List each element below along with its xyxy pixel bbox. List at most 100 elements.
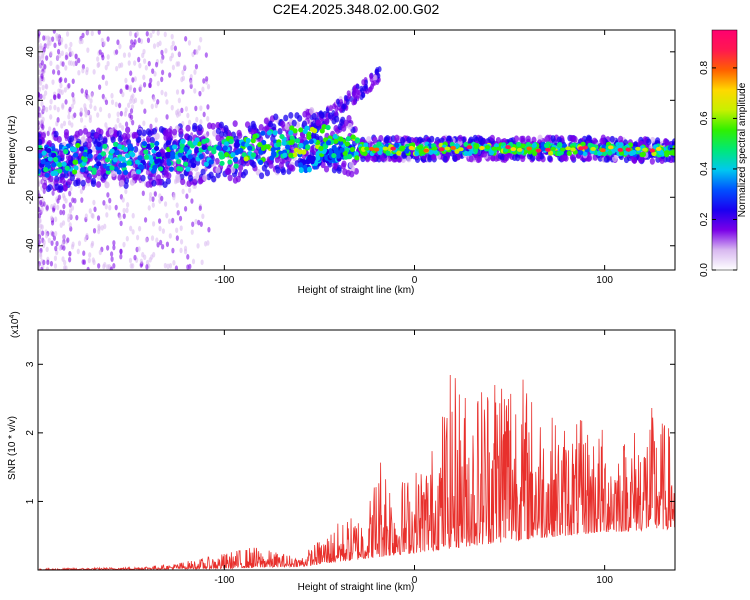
- spectrogram-noise-cell: [49, 114, 53, 120]
- spectrogram-ridge-cell: [87, 165, 93, 171]
- spectrogram-noise-cell: [184, 36, 188, 42]
- spectrogram-ridge-cell: [557, 141, 563, 148]
- spectrogram-noise-cell: [193, 69, 197, 75]
- spectrogram-noise-cell: [56, 93, 60, 99]
- spectrogram-halo-cell: [60, 177, 66, 184]
- spectrogram-halo-cell: [110, 136, 116, 144]
- spectrogram-noise-cell: [147, 205, 151, 211]
- spectrogram-halo-cell: [230, 166, 236, 174]
- spectrogram-peak-cell: [559, 147, 566, 152]
- spectrogram-noise-cell: [137, 37, 141, 44]
- spectrogram-noise-cell: [48, 104, 52, 111]
- spectrogram-halo-cell: [185, 124, 191, 132]
- snr-ytick-label: 3: [25, 361, 36, 367]
- spectrogram-ridge-cell: [80, 167, 86, 173]
- spectrogram-noise-cell: [205, 76, 209, 82]
- spectrogram-noise-cell: [199, 119, 203, 125]
- spectrogram-halo-cell: [264, 169, 271, 177]
- spectrogram-halo-cell: [125, 133, 131, 140]
- spectrogram-noise-cell: [67, 213, 71, 219]
- spectrogram-noise-cell: [96, 112, 100, 118]
- spectrogram-ridge-cell: [116, 143, 123, 150]
- spectrogram-halo-cell: [119, 179, 125, 187]
- spectrogram-noise-cell: [106, 60, 110, 67]
- spectrogram-ridge-cell: [325, 124, 331, 131]
- spectrogram-noise-cell: [179, 247, 183, 254]
- spectrogram-ridge-cell: [527, 149, 533, 155]
- spectrogram-noise-cell: [112, 240, 116, 246]
- spectrogram-noise-cell: [124, 121, 129, 128]
- spectrogram-noise-cell: [71, 241, 75, 248]
- spectrogram-ridge-cell: [179, 143, 185, 149]
- spectrogram-noise-cell: [174, 265, 179, 270]
- spectrogram-noise-cell: [92, 227, 97, 234]
- spectrogram-ridge-cell: [298, 127, 304, 133]
- spectrogram-halo-cell: [311, 112, 317, 120]
- spectrogram-noise-cell: [191, 221, 195, 228]
- spectrogram-halo-cell: [308, 108, 315, 115]
- spectrogram-peak-cell: [466, 145, 473, 150]
- spectrogram-halo-cell: [340, 162, 346, 170]
- spectrogram-halo-cell: [187, 135, 193, 142]
- spectrogram-noise-cell: [156, 241, 160, 248]
- spectrogram-halo-cell: [215, 166, 221, 174]
- spectrogram-halo-cell: [210, 122, 216, 130]
- spectrogram-halo-cell: [280, 120, 286, 128]
- spectrogram-halo-cell: [401, 152, 407, 159]
- spectrogram-halo-cell: [371, 155, 377, 163]
- spectrogram-noise-cell: [198, 205, 202, 212]
- spectrogram-halo-cell: [379, 154, 385, 162]
- spectrogram-noise-cell: [89, 98, 93, 104]
- spectrogram-noise-cell: [64, 99, 68, 105]
- spectrogram-noise-cell: [183, 245, 188, 252]
- spectrogram-ridge-cell: [354, 155, 360, 161]
- spectrogram-ridge-cell: [113, 141, 119, 147]
- spectrogram-noise-cell: [129, 114, 134, 121]
- spectrogram-halo-cell: [315, 119, 321, 127]
- spectrogram-peak-cell: [550, 146, 556, 151]
- spectrogram-ridge-cell: [40, 159, 46, 165]
- spectrogram-ridge-cell: [308, 139, 314, 145]
- spectrogram-halo-cell: [215, 171, 221, 179]
- spectrogram-noise-cell: [165, 212, 169, 219]
- spectrogram-noise-cell: [122, 207, 126, 214]
- spectrogram-peak-cell: [590, 146, 596, 151]
- spectrogram-noise-cell: [118, 43, 122, 50]
- spectrogram-noise-cell: [102, 200, 106, 206]
- spectrogram-noise-cell: [193, 88, 197, 94]
- spectrogram-halo-cell: [136, 173, 142, 181]
- spectrogram-halo-cell: [284, 123, 290, 131]
- spectrogram-halo-cell: [324, 118, 330, 126]
- spectrogram-noise-cell: [121, 124, 125, 131]
- spectrogram-noise-cell: [73, 112, 77, 118]
- spectrogram-halo-cell: [475, 156, 481, 164]
- spectrogram-ridge-cell: [198, 153, 204, 160]
- spectrogram-noise-cell: [102, 40, 106, 47]
- spectrogram-ridge-cell: [72, 169, 78, 175]
- spectrogram-noise-cell: [39, 251, 43, 257]
- spectrogram-noise-cell: [40, 73, 44, 79]
- spectrogram-noise-cell: [142, 120, 146, 127]
- spectrogram-noise-cell: [196, 243, 200, 249]
- spectrogram-ridge-cell: [230, 152, 236, 158]
- spectrogram-noise-cell: [73, 197, 77, 204]
- spectrogram-ridge-cell: [338, 140, 344, 146]
- colorbar: 0.0 0.2 0.4 0.6 0.8 Normalized spectral ampl…: [699, 29, 748, 277]
- spectrogram-peak-cell: [600, 148, 606, 153]
- spectrogram-ridge-cell: [180, 138, 186, 144]
- spectrogram-noise-cell: [53, 202, 57, 209]
- snr-xtick-label: 0: [412, 575, 418, 586]
- spectrogram-halo-cell: [165, 134, 172, 142]
- spectrogram-noise-cell: [93, 206, 97, 213]
- spectrogram-halo-cell: [258, 172, 265, 180]
- spectrogram-branch-cell: [362, 85, 367, 92]
- spectrogram-noise-cell: [77, 57, 81, 64]
- spectrogram-halo-cell: [513, 135, 520, 143]
- spectrogram-noise-cell: [58, 245, 62, 251]
- spectrogram-ridge-cell: [561, 143, 568, 149]
- spectrogram-noise-cell: [137, 225, 142, 232]
- spectrogram-noise-cell: [171, 217, 175, 224]
- spectrogram-peak-cell: [663, 150, 670, 155]
- spectrogram-noise-cell: [202, 78, 206, 84]
- spectrogram-halo-cell: [323, 165, 330, 173]
